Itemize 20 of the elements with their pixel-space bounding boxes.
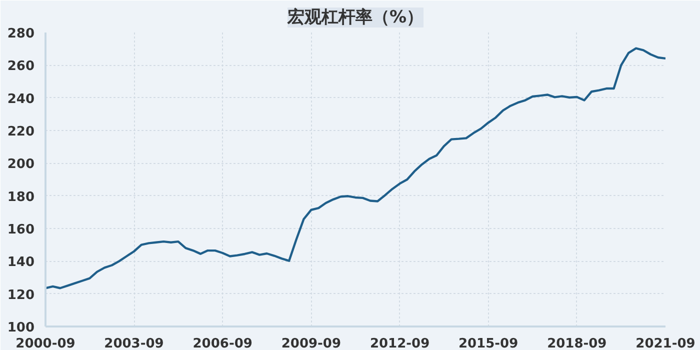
y-tick-label: 160 bbox=[7, 222, 35, 238]
x-tick-label: 2021-09 bbox=[636, 336, 696, 350]
y-tick-label: 200 bbox=[7, 157, 35, 172]
y-tick-label: 180 bbox=[7, 190, 35, 205]
x-tick-label: 2006-09 bbox=[192, 336, 252, 350]
x-tick-label: 2015-09 bbox=[458, 336, 518, 350]
x-tick-label: 2012-09 bbox=[370, 336, 430, 350]
y-tick-label: 120 bbox=[7, 288, 35, 303]
x-tick-label: 2009-09 bbox=[281, 336, 342, 350]
x-tick-label: 2018-09 bbox=[547, 336, 607, 350]
y-tick-label: 100 bbox=[7, 320, 35, 336]
y-tick-label: 220 bbox=[7, 124, 35, 140]
y-tick-label: 140 bbox=[7, 255, 35, 270]
x-tick-label: 2000-09 bbox=[16, 336, 76, 350]
y-tick-label: 280 bbox=[7, 26, 35, 42]
x-tick-label: 2003-09 bbox=[104, 336, 164, 350]
y-tick-label: 260 bbox=[7, 59, 35, 74]
y-tick-label: 240 bbox=[7, 92, 35, 107]
line-series bbox=[46, 47, 666, 290]
chart-title: 宏观杠杆率（%） bbox=[286, 8, 424, 28]
